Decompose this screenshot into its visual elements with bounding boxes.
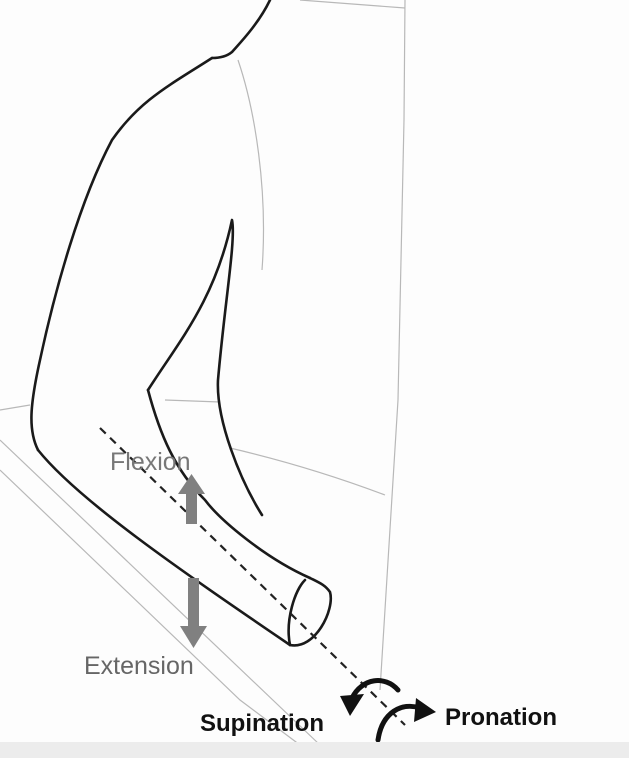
bottom-edge-strip <box>0 742 629 758</box>
inner-arm-fold <box>146 218 264 517</box>
background-lines <box>0 0 406 746</box>
arm-outline <box>30 0 333 647</box>
pronation-label: Pronation <box>445 704 557 731</box>
extension-label: Extension <box>84 652 194 680</box>
torso-inner-line <box>237 59 265 271</box>
supination-arrow-icon <box>340 678 401 716</box>
hand-outline <box>288 576 333 647</box>
table-back-edge <box>164 399 221 403</box>
forearm-upper-edge <box>146 388 312 580</box>
forearm-lower-edge <box>36 448 292 647</box>
wrist-cut <box>287 578 307 647</box>
table-edge-upper <box>0 439 321 746</box>
table-edge-lower <box>0 469 301 746</box>
pronation-arrow-icon <box>375 698 436 743</box>
supination-label: Supination <box>200 710 324 737</box>
extension-arrow-icon <box>180 578 207 648</box>
neck-outline <box>210 0 272 60</box>
shoulder-upperarm-back <box>30 56 214 452</box>
flexion-arrow-icon <box>178 474 205 524</box>
top-reference-line <box>299 0 406 9</box>
vertical-reference-line <box>379 0 406 691</box>
forearm-axis-line <box>99 427 406 726</box>
flexion-label: Flexion <box>110 448 191 476</box>
table-top-left <box>0 404 31 411</box>
body-curve <box>229 447 386 496</box>
